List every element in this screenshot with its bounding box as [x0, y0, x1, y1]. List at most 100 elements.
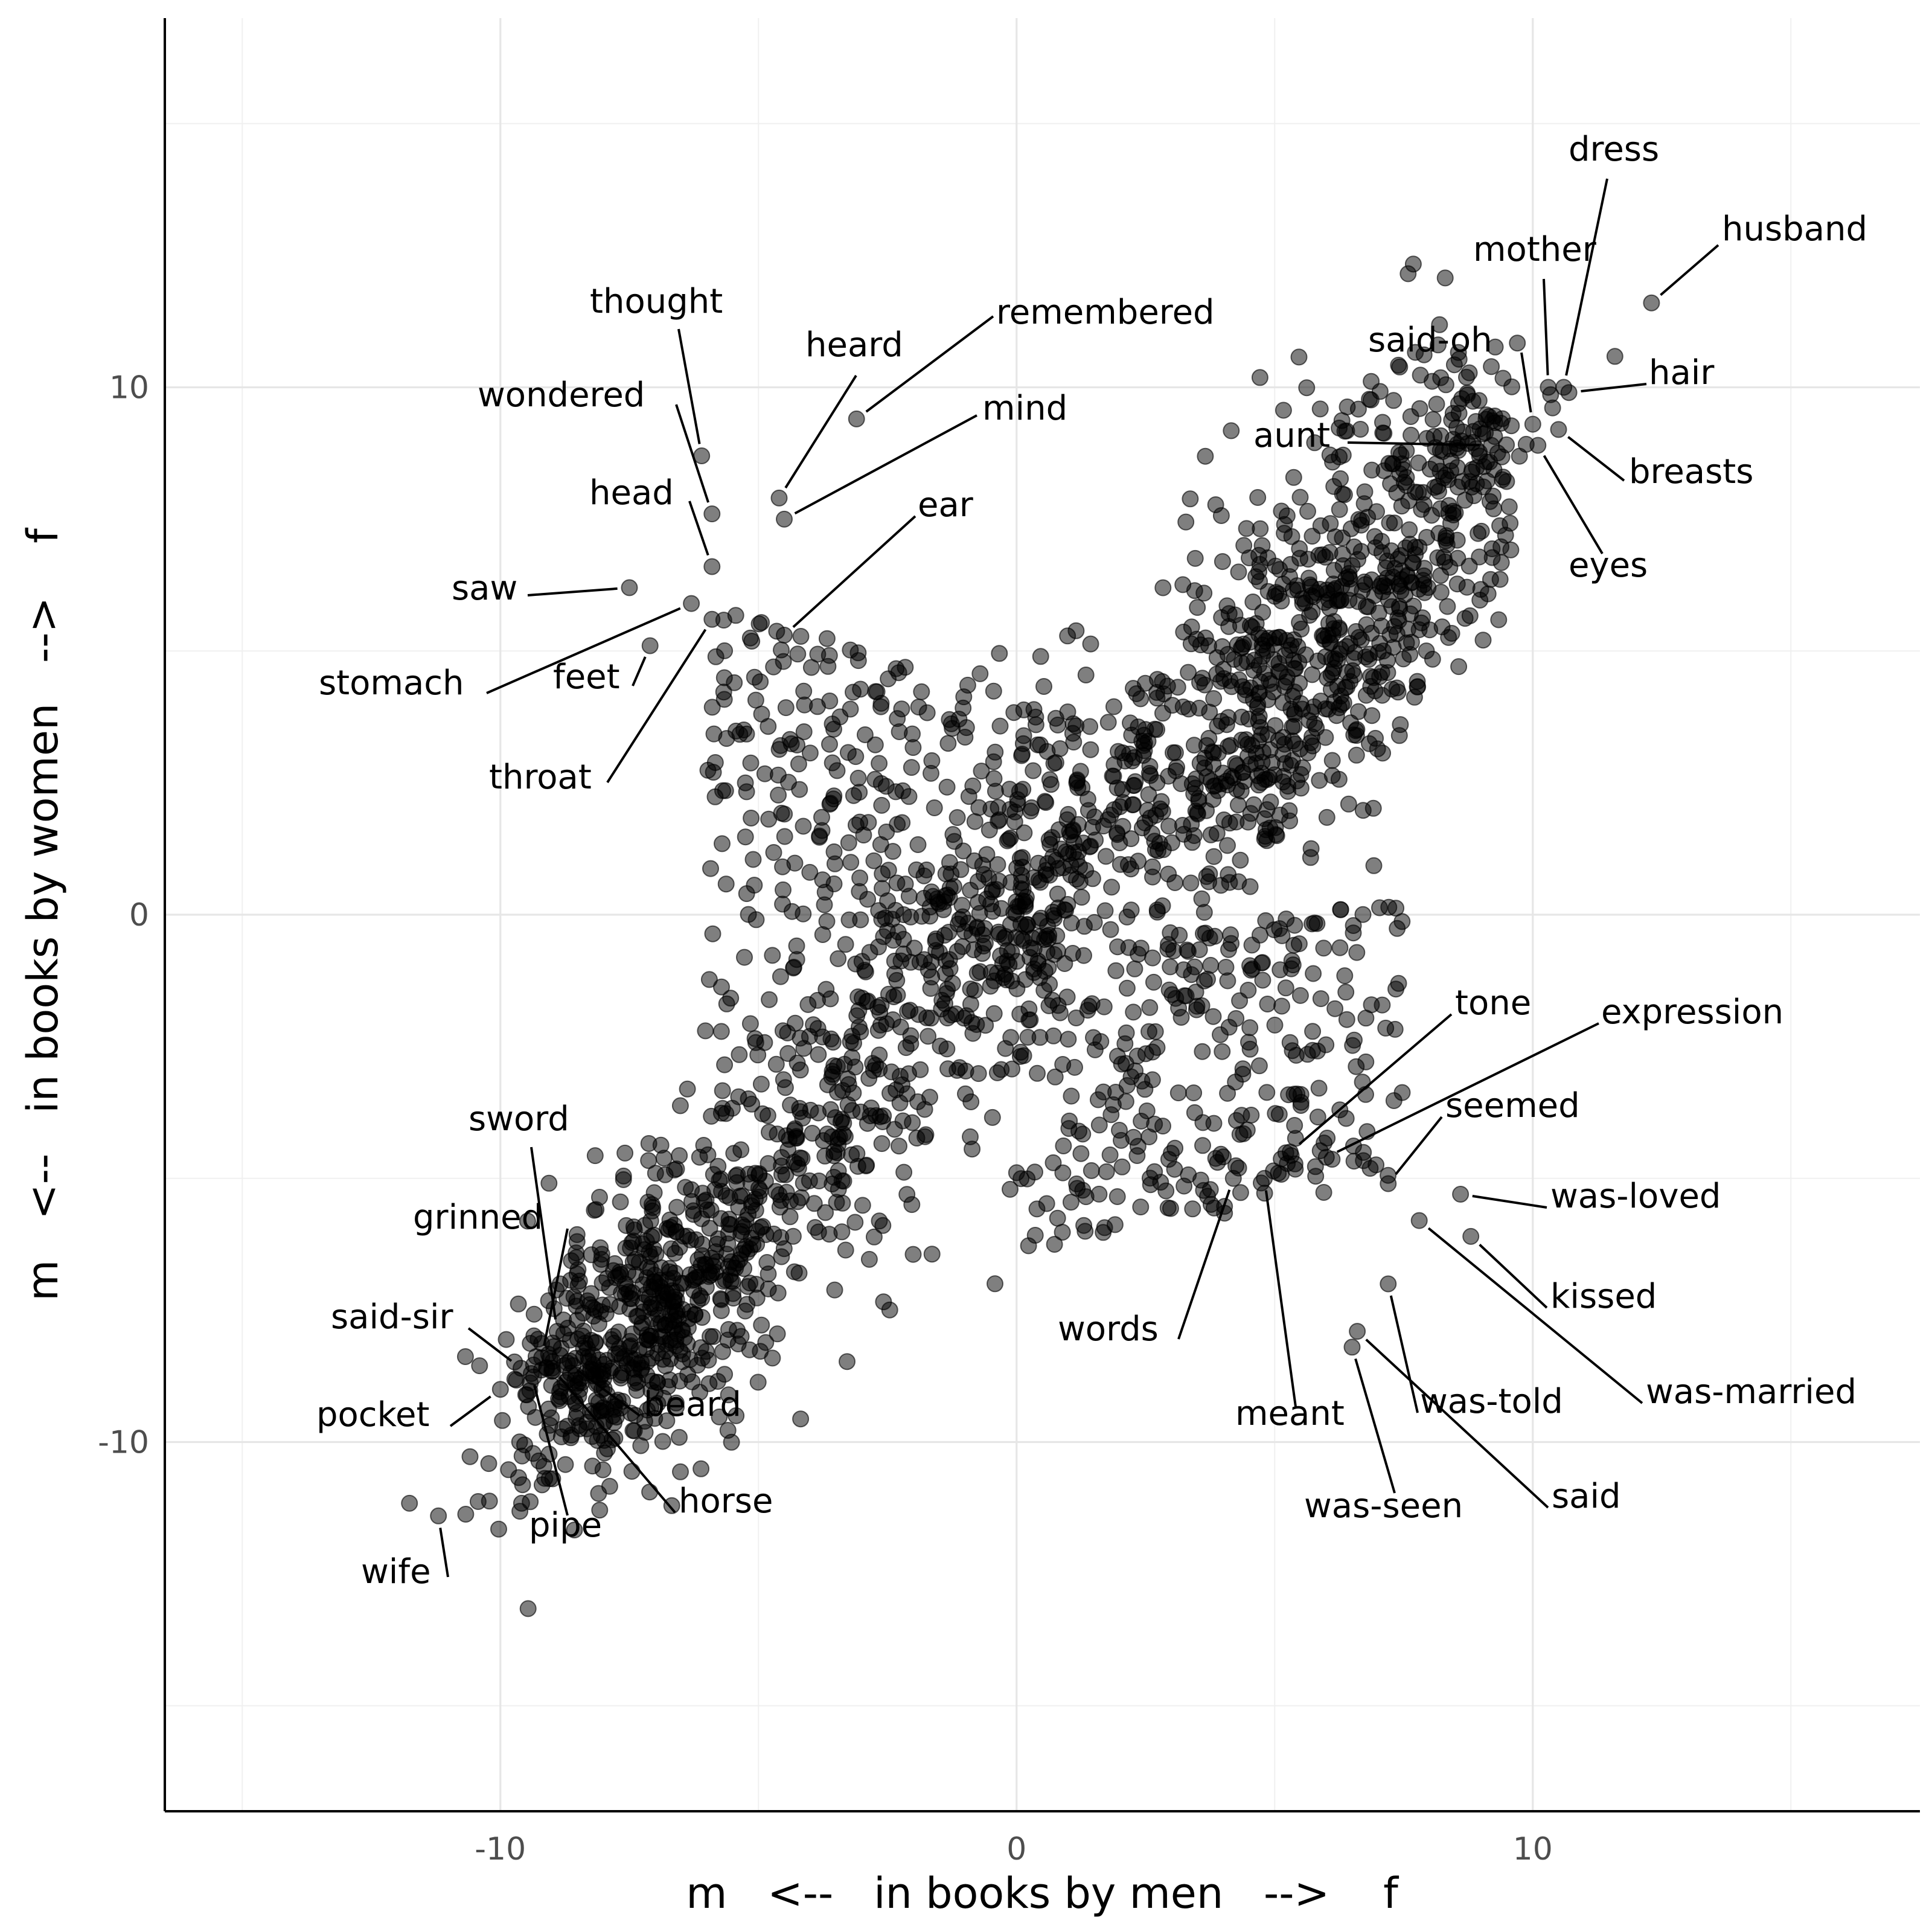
leader-line	[1298, 1013, 1453, 1145]
data-point	[1102, 921, 1119, 938]
data-point	[711, 1408, 728, 1425]
data-point	[1232, 1184, 1249, 1201]
labeled-point	[1524, 415, 1541, 433]
data-point	[789, 1193, 807, 1211]
data-point	[1113, 1131, 1130, 1149]
data-point	[962, 881, 979, 899]
data-point	[799, 996, 817, 1013]
data-point	[1318, 808, 1335, 826]
leader-line	[1427, 1227, 1643, 1404]
data-point	[622, 1404, 639, 1422]
data-point	[1014, 746, 1031, 763]
data-point	[1154, 1118, 1171, 1135]
data-point	[853, 953, 871, 970]
data-point	[1029, 1064, 1046, 1082]
data-point	[742, 754, 760, 772]
data-point	[957, 1085, 974, 1102]
data-point	[788, 1054, 806, 1072]
data-point	[1509, 334, 1526, 352]
data-point	[830, 1136, 847, 1153]
data-point	[987, 743, 1004, 761]
leader-line	[449, 1395, 491, 1427]
data-point	[1185, 827, 1203, 844]
data-point	[1326, 1000, 1344, 1017]
data-point	[971, 904, 988, 922]
data-point	[667, 1394, 685, 1412]
data-point	[746, 1030, 764, 1048]
labeled-point	[1281, 1144, 1299, 1161]
x-tick-label: 10	[1513, 1831, 1553, 1867]
data-point	[1412, 366, 1429, 384]
data-point	[966, 813, 984, 830]
data-point	[1371, 383, 1389, 400]
data-point	[955, 688, 973, 706]
data-point	[1049, 716, 1066, 734]
data-point	[595, 1399, 612, 1416]
data-point	[846, 1058, 864, 1076]
data-point	[1241, 1019, 1259, 1037]
data-point	[1067, 622, 1085, 639]
data-point	[1066, 1058, 1083, 1076]
data-point	[1236, 773, 1253, 790]
data-point	[1332, 592, 1349, 609]
data-point	[1063, 1087, 1080, 1105]
data-point	[837, 936, 854, 953]
leader-line	[576, 1369, 641, 1417]
word-label: stomach	[319, 664, 464, 703]
data-point	[873, 796, 891, 814]
data-point	[1217, 959, 1235, 976]
data-point	[1249, 489, 1267, 506]
data-point	[1067, 1009, 1085, 1026]
labeled-point	[548, 1323, 566, 1340]
leader-line	[527, 587, 618, 597]
data-point	[849, 769, 867, 787]
data-point	[590, 1485, 607, 1502]
data-point	[616, 1144, 634, 1162]
data-point	[1070, 843, 1087, 860]
data-point	[783, 903, 801, 920]
data-point	[1008, 980, 1026, 997]
data-point	[760, 1280, 777, 1297]
data-point	[776, 828, 793, 845]
data-point	[1363, 996, 1380, 1014]
data-point	[1029, 854, 1047, 872]
data-point	[1060, 805, 1077, 823]
data-point	[1169, 1084, 1187, 1102]
data-point	[1361, 735, 1378, 752]
data-point	[1105, 698, 1122, 715]
data-point	[747, 691, 764, 709]
data-point	[712, 1023, 730, 1040]
data-point	[828, 1194, 845, 1211]
data-point	[948, 809, 966, 827]
data-point	[750, 1180, 767, 1197]
data-point	[1424, 650, 1441, 668]
data-point	[1145, 973, 1162, 991]
data-point	[591, 1502, 609, 1519]
leader-line	[1336, 1022, 1599, 1153]
data-point	[1322, 515, 1339, 533]
data-point	[456, 1348, 474, 1365]
word-label: dress	[1569, 130, 1659, 169]
data-point	[1298, 379, 1316, 397]
data-point	[801, 863, 819, 881]
data-point	[513, 1494, 530, 1512]
labeled-point	[683, 595, 700, 612]
data-point	[848, 1145, 866, 1162]
data-point	[1338, 1011, 1355, 1028]
data-point	[1214, 1043, 1231, 1060]
data-point	[775, 1071, 792, 1089]
data-point	[1107, 962, 1125, 979]
data-point	[1306, 914, 1323, 932]
word-label: pipe	[529, 1506, 602, 1545]
data-point	[1186, 549, 1204, 567]
data-point	[1373, 533, 1390, 550]
data-point	[1044, 903, 1061, 921]
data-point	[1227, 1112, 1245, 1129]
leader-line	[792, 515, 916, 629]
data-point	[1162, 958, 1179, 976]
data-point	[1430, 525, 1448, 542]
data-point	[1000, 831, 1017, 848]
data-point	[1399, 265, 1417, 283]
data-point	[625, 1218, 642, 1236]
data-point	[923, 752, 941, 769]
